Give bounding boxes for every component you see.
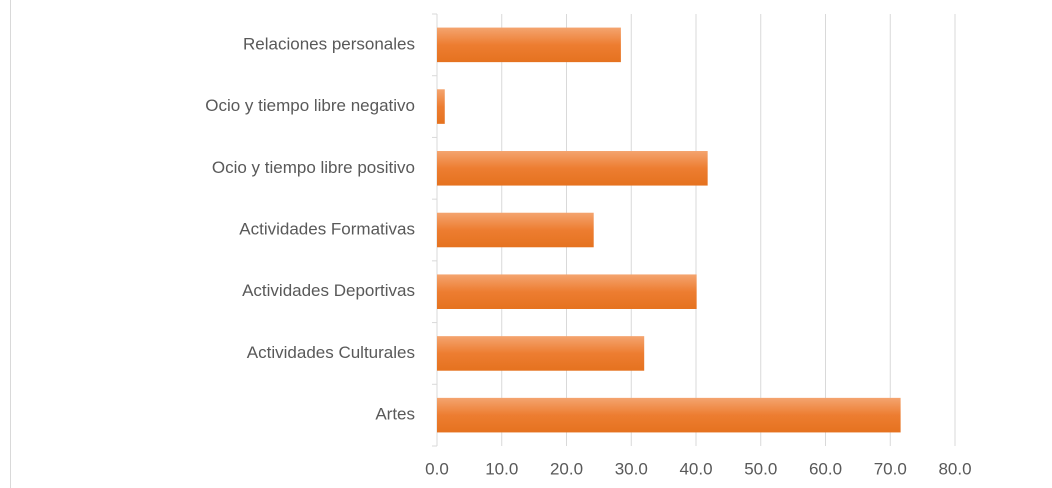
y-tick-label: Ocio y tiempo libre negativo [205,96,415,115]
y-tick-label: Relaciones personales [243,34,415,53]
x-tick-label: 80.0 [938,459,971,478]
x-tick-label: 50.0 [744,459,777,478]
y-tick-label: Actividades Formativas [239,219,415,238]
bar [437,336,645,371]
x-tick-label: 70.0 [874,459,907,478]
bar [437,274,697,309]
bar [437,151,708,186]
y-tick-label: Artes [375,405,415,424]
x-tick-label: 60.0 [809,459,842,478]
y-tick-label: Actividades Deportivas [242,281,415,300]
x-tick-label: 30.0 [615,459,648,478]
y-tick-label: Actividades Culturales [247,343,415,362]
bar [437,397,901,433]
x-tick-label: 10.0 [485,459,518,478]
bar [437,27,621,63]
x-tick-label: 20.0 [550,459,583,478]
x-tick-label: 40.0 [679,459,712,478]
bar [437,89,445,124]
bar [437,212,594,248]
y-tick-label: Ocio y tiempo libre positivo [212,158,415,177]
x-tick-label: 0.0 [425,459,449,478]
